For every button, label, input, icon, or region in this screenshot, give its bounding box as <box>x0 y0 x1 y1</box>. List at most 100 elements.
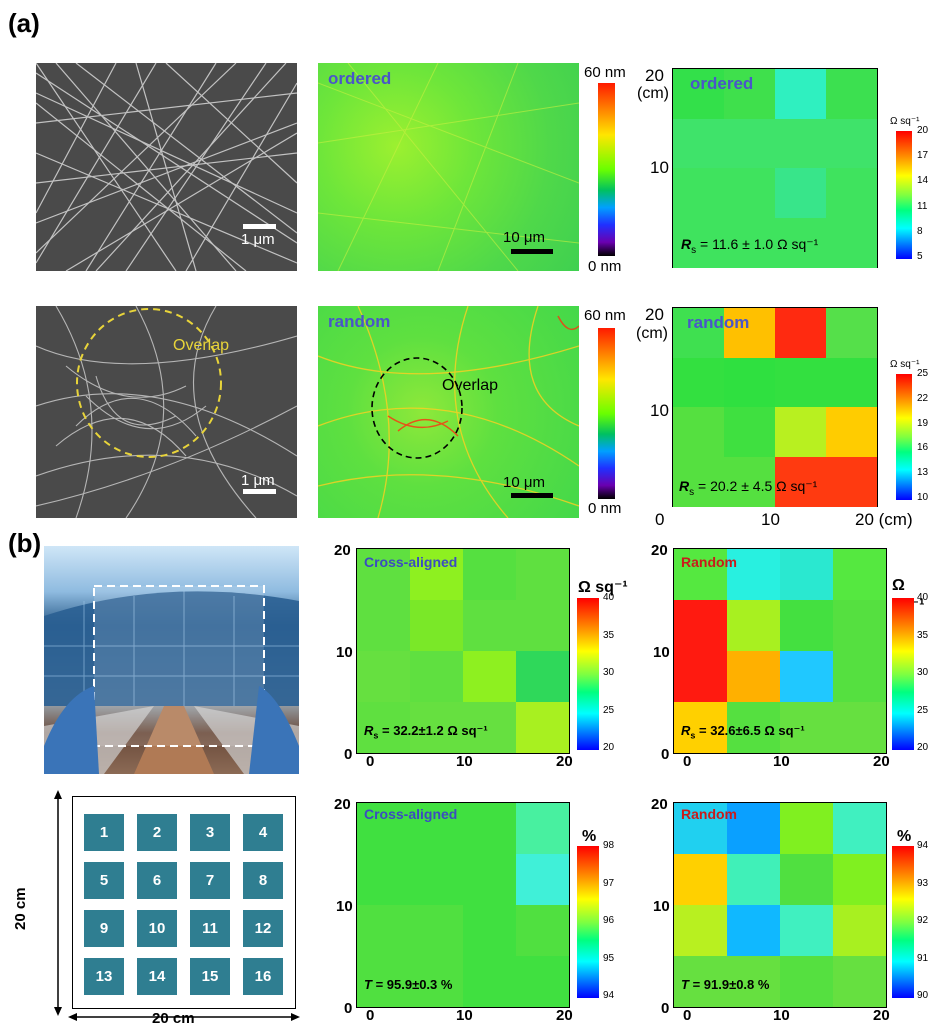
heatmap-cell <box>780 905 833 956</box>
heatmap-cell <box>410 905 463 956</box>
colorbar-height <box>598 83 615 256</box>
scale-label: 1 μm <box>241 231 275 248</box>
grid-square: 7 <box>190 862 230 899</box>
map-tag: Cross-aligned <box>364 806 458 822</box>
x-tick-0: 0 <box>655 510 665 529</box>
grid-square: 5 <box>84 862 124 899</box>
colorbar-ticks: 20 17 14 11 8 5 <box>917 125 937 265</box>
x-tick-20: 20 (cm) <box>855 510 913 529</box>
afm-image-ordered: ordered 10 μm <box>318 63 579 271</box>
colorbar-unit: Ω sq⁻¹ <box>890 359 920 370</box>
colorbar-tick-label: 40 <box>603 592 615 603</box>
colorbar-tick-label: 40 <box>917 592 929 603</box>
y-tick-20: 20 <box>645 305 664 324</box>
axis-tick-label: 20 <box>334 796 351 813</box>
colorbar-tick-label: 90 <box>917 990 929 1001</box>
axes-ticks: 20 10 0 0 10 20 <box>330 540 580 770</box>
colorbar-tick-label: 13 <box>917 467 929 479</box>
afm-texture <box>318 306 579 518</box>
heatmap-cell <box>727 905 780 956</box>
rs-value: Rs = 11.6 ± 1.0 Ω sq⁻¹ <box>681 236 819 256</box>
axes-ticks: 20 10 0 0 10 20 <box>647 540 897 770</box>
axis-tick-label: 0 <box>683 1007 692 1024</box>
random-transmittance-map <box>673 802 887 1008</box>
scale-label: 10 μm <box>503 474 545 491</box>
heatmap-cell <box>410 956 463 1007</box>
colorbar-tick-label: 22 <box>917 392 929 404</box>
grid-square: 12 <box>243 910 283 947</box>
heatmap-cell <box>727 956 780 1007</box>
heatmap-cell <box>775 217 826 268</box>
heatmap-cell <box>673 118 724 169</box>
colorbar-tick-label: 94 <box>917 840 929 851</box>
heatmap-cell <box>357 549 410 600</box>
colorbar-tick-label: 10 <box>917 492 929 503</box>
colorbar-top-label: 60 nm <box>584 307 626 324</box>
heatmap-cell <box>410 854 463 905</box>
heatmap-cell <box>826 217 877 268</box>
heatmap-cell <box>724 308 775 358</box>
heatmap-cell <box>463 600 516 651</box>
heatmap-cell <box>410 549 463 600</box>
heatmap-cell <box>463 854 516 905</box>
grid-square: 9 <box>84 910 124 947</box>
heatmap-cell <box>727 854 780 905</box>
colorbar-tick-label: 30 <box>603 667 615 678</box>
heatmap-cell <box>775 456 826 507</box>
heatmap-cell <box>463 905 516 956</box>
heatmap-cell <box>833 803 886 854</box>
heatmap-cell <box>724 357 775 408</box>
colorbar-tick-label: 91 <box>917 952 929 964</box>
scale-bar <box>511 249 553 254</box>
afm-image-random: random Overlap 10 μm <box>318 306 579 518</box>
axis-tick-label: 10 <box>336 898 353 915</box>
heatmap-cell <box>727 803 780 854</box>
heatmap-cell <box>463 803 516 854</box>
colorbar-ticks: 94 93 92 91 90 <box>917 840 937 1004</box>
heatmap-cell <box>410 803 463 854</box>
scale-label: 1 μm <box>241 472 275 489</box>
heatmap-cell <box>780 956 833 1007</box>
colorbar-ticks: 40 35 30 25 20 <box>917 592 937 756</box>
colorbar-tick-label: 16 <box>917 442 929 454</box>
y-tick-10: 10 <box>650 401 669 420</box>
heatmap-cell <box>516 956 569 1007</box>
y-unit: (cm) <box>636 325 668 342</box>
grid-square: 11 <box>190 910 230 947</box>
heatmap-cell <box>826 168 877 218</box>
colorbar-bottom-label: 0 nm <box>588 500 622 517</box>
afm-tag: ordered <box>328 69 392 88</box>
colorbar-tick-label: 25 <box>603 704 615 716</box>
scale-bar <box>243 224 276 229</box>
axis-tick-label: 0 <box>344 1000 353 1017</box>
colorbar-tick-label: 20 <box>917 125 929 136</box>
heatmap-cell <box>410 651 463 702</box>
heatmap-cell <box>673 407 724 457</box>
map-tag: Random <box>681 806 737 822</box>
axis-tick-label: 0 <box>366 753 375 770</box>
photo-building <box>44 546 299 774</box>
heatmap-cell <box>410 702 463 753</box>
heatmap-cell <box>357 600 410 651</box>
colorbar-tick-label: 8 <box>917 225 923 237</box>
rs-value: Rs = 32.2±1.2 Ω sq⁻¹ <box>364 723 488 741</box>
heatmap-cell <box>673 357 724 408</box>
heatmap-cell <box>516 854 569 905</box>
colorbar-tick-label: 92 <box>917 915 929 926</box>
grid-square: 10 <box>137 910 177 947</box>
colorbar-tick-label: 11 <box>917 200 928 212</box>
grid-square: 14 <box>137 958 177 995</box>
grid-square: 3 <box>190 814 230 851</box>
axis-tick-label: 10 <box>456 1007 473 1024</box>
nanowire-network <box>36 306 297 518</box>
colorbar-tick-label: 20 <box>603 742 615 753</box>
colorbar-tick-label: 19 <box>917 417 929 429</box>
panel-label-b: (b) <box>8 528 42 558</box>
heatmap-cell <box>357 702 410 753</box>
overlap-ellipse <box>76 308 222 458</box>
colorbar-tick-label: 30 <box>917 667 929 678</box>
y-unit: (cm) <box>637 85 669 102</box>
heatmap-cell <box>516 803 569 854</box>
heatmap-cell <box>780 854 833 905</box>
heatmap-cell <box>410 600 463 651</box>
